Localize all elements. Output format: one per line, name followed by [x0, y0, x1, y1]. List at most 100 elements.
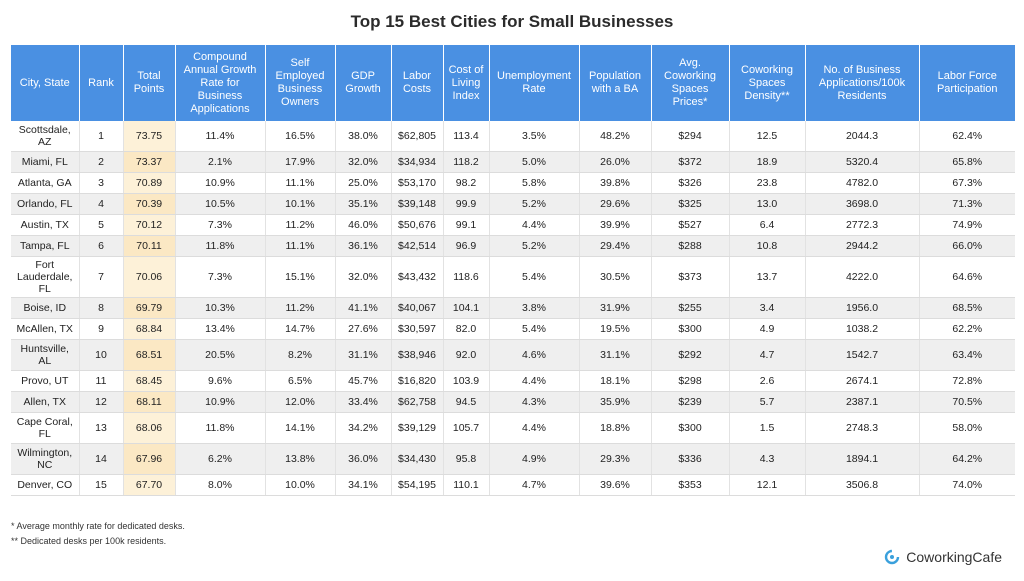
- cell-labor-force: 67.3%: [919, 172, 1015, 194]
- cell-self-employed: 17.9%: [265, 151, 336, 173]
- cell-rank: 3: [79, 172, 124, 194]
- cell-coworking-density: 18.9: [729, 151, 806, 173]
- cell-coworking-density: 5.7: [729, 391, 806, 413]
- cell-labor-force: 62.4%: [919, 121, 1015, 152]
- table-row: Denver, CO 15 67.70 8.0% 10.0% 34.1% $54,195 11…: [11, 474, 1015, 496]
- cell-self-employed: 6.5%: [265, 370, 336, 392]
- cities-table: City, State Rank Total Points Compound A…: [11, 45, 1015, 496]
- cell-rank: 9: [79, 318, 124, 340]
- cell-gdp-growth: 34.2%: [335, 412, 392, 444]
- cell-labor-costs: $39,129: [391, 412, 444, 444]
- cell-city: Fort Lauderdale, FL: [11, 256, 80, 298]
- cell-gdp-growth: 25.0%: [335, 172, 392, 194]
- cell-labor-force: 72.8%: [919, 370, 1015, 392]
- cell-total-points: 73.75: [123, 121, 176, 152]
- cell-total-points: 68.51: [123, 339, 176, 371]
- cell-rank: 1: [79, 121, 124, 152]
- header-total-points: Total Points: [123, 45, 176, 121]
- cell-coworking-density: 10.8: [729, 235, 806, 257]
- cell-unemployment: 4.4%: [489, 412, 580, 444]
- cell-coworking-prices: $336: [651, 443, 730, 475]
- cell-total-points: 68.45: [123, 370, 176, 392]
- cell-business-applications: 1542.7: [805, 339, 920, 371]
- cell-cost-of-living: 82.0: [443, 318, 490, 340]
- cell-business-applications: 1956.0: [805, 297, 920, 319]
- cell-gdp-growth: 32.0%: [335, 256, 392, 298]
- cell-total-points: 70.39: [123, 193, 176, 215]
- cell-cagr: 20.5%: [175, 339, 266, 371]
- cell-unemployment: 4.7%: [489, 474, 580, 496]
- table-row: Scottsdale, AZ 1 73.75 11.4% 16.5% 38.0% $62,8…: [11, 121, 1015, 152]
- footnote-2: ** Dedicated desks per 100k residents.: [11, 536, 167, 546]
- cell-coworking-prices: $372: [651, 151, 730, 173]
- table-row: Miami, FL 2 73.37 2.1% 17.9% 32.0% $34,934 118.…: [11, 151, 1015, 173]
- cell-population-ba: 48.2%: [579, 121, 652, 152]
- cell-unemployment: 5.8%: [489, 172, 580, 194]
- cell-labor-costs: $16,820: [391, 370, 444, 392]
- cell-unemployment: 4.3%: [489, 391, 580, 413]
- table-row: Fort Lauderdale, FL 7 70.06 7.3% 15.1% 32.0% $…: [11, 256, 1015, 298]
- cell-rank: 4: [79, 193, 124, 215]
- cell-cost-of-living: 96.9: [443, 235, 490, 257]
- cell-business-applications: 5320.4: [805, 151, 920, 173]
- header-coworking-prices: Avg. Coworking Spaces Prices*: [651, 45, 730, 121]
- table-row: Orlando, FL 4 70.39 10.5% 10.1% 35.1% $39,148 9…: [11, 193, 1015, 215]
- cell-self-employed: 11.2%: [265, 214, 336, 236]
- table-row: McAllen, TX 9 68.84 13.4% 14.7% 27.6% $30,597 8…: [11, 318, 1015, 340]
- cell-coworking-prices: $373: [651, 256, 730, 298]
- cell-labor-costs: $34,934: [391, 151, 444, 173]
- cell-total-points: 68.11: [123, 391, 176, 413]
- cell-labor-costs: $34,430: [391, 443, 444, 475]
- header-coworking-density: Coworking Spaces Density**: [729, 45, 806, 121]
- cell-cagr: 10.9%: [175, 172, 266, 194]
- cell-business-applications: 3698.0: [805, 193, 920, 215]
- cell-total-points: 67.96: [123, 443, 176, 475]
- cell-cost-of-living: 99.1: [443, 214, 490, 236]
- cell-population-ba: 30.5%: [579, 256, 652, 298]
- cell-cagr: 2.1%: [175, 151, 266, 173]
- cell-coworking-prices: $298: [651, 370, 730, 392]
- cell-population-ba: 31.1%: [579, 339, 652, 371]
- cell-rank: 6: [79, 235, 124, 257]
- cell-population-ba: 35.9%: [579, 391, 652, 413]
- cell-business-applications: 4222.0: [805, 256, 920, 298]
- table-row: Huntsville, AL 10 68.51 20.5% 8.2% 31.1% $38,9…: [11, 339, 1015, 371]
- cell-gdp-growth: 45.7%: [335, 370, 392, 392]
- table-row: Boise, ID 8 69.79 10.3% 11.2% 41.1% $40,067 104…: [11, 297, 1015, 319]
- cell-total-points: 68.06: [123, 412, 176, 444]
- cell-unemployment: 5.2%: [489, 193, 580, 215]
- cell-cagr: 11.4%: [175, 121, 266, 152]
- cell-population-ba: 26.0%: [579, 151, 652, 173]
- cell-gdp-growth: 35.1%: [335, 193, 392, 215]
- cell-population-ba: 29.6%: [579, 193, 652, 215]
- cell-total-points: 69.79: [123, 297, 176, 319]
- cell-rank: 13: [79, 412, 124, 444]
- cell-cost-of-living: 105.7: [443, 412, 490, 444]
- cell-labor-force: 63.4%: [919, 339, 1015, 371]
- cell-city: Denver, CO: [11, 474, 80, 496]
- cell-total-points: 70.89: [123, 172, 176, 194]
- header-labor-costs: Labor Costs: [391, 45, 444, 121]
- cell-gdp-growth: 36.1%: [335, 235, 392, 257]
- cell-cost-of-living: 103.9: [443, 370, 490, 392]
- coworkingcafe-logo-icon: [885, 549, 900, 565]
- cell-unemployment: 3.5%: [489, 121, 580, 152]
- cell-city: Austin, TX: [11, 214, 80, 236]
- cell-coworking-density: 12.5: [729, 121, 806, 152]
- table-row: Atlanta, GA 3 70.89 10.9% 11.1% 25.0% $53,170 9…: [11, 172, 1015, 194]
- cell-cost-of-living: 99.9: [443, 193, 490, 215]
- cell-coworking-density: 12.1: [729, 474, 806, 496]
- cell-unemployment: 4.6%: [489, 339, 580, 371]
- cell-cost-of-living: 98.2: [443, 172, 490, 194]
- cell-unemployment: 4.9%: [489, 443, 580, 475]
- cell-business-applications: 2748.3: [805, 412, 920, 444]
- cell-population-ba: 18.1%: [579, 370, 652, 392]
- cell-cagr: 10.5%: [175, 193, 266, 215]
- cell-population-ba: 39.9%: [579, 214, 652, 236]
- cell-gdp-growth: 31.1%: [335, 339, 392, 371]
- cell-self-employed: 8.2%: [265, 339, 336, 371]
- cell-coworking-density: 2.6: [729, 370, 806, 392]
- cell-unemployment: 5.2%: [489, 235, 580, 257]
- cell-rank: 12: [79, 391, 124, 413]
- cell-gdp-growth: 27.6%: [335, 318, 392, 340]
